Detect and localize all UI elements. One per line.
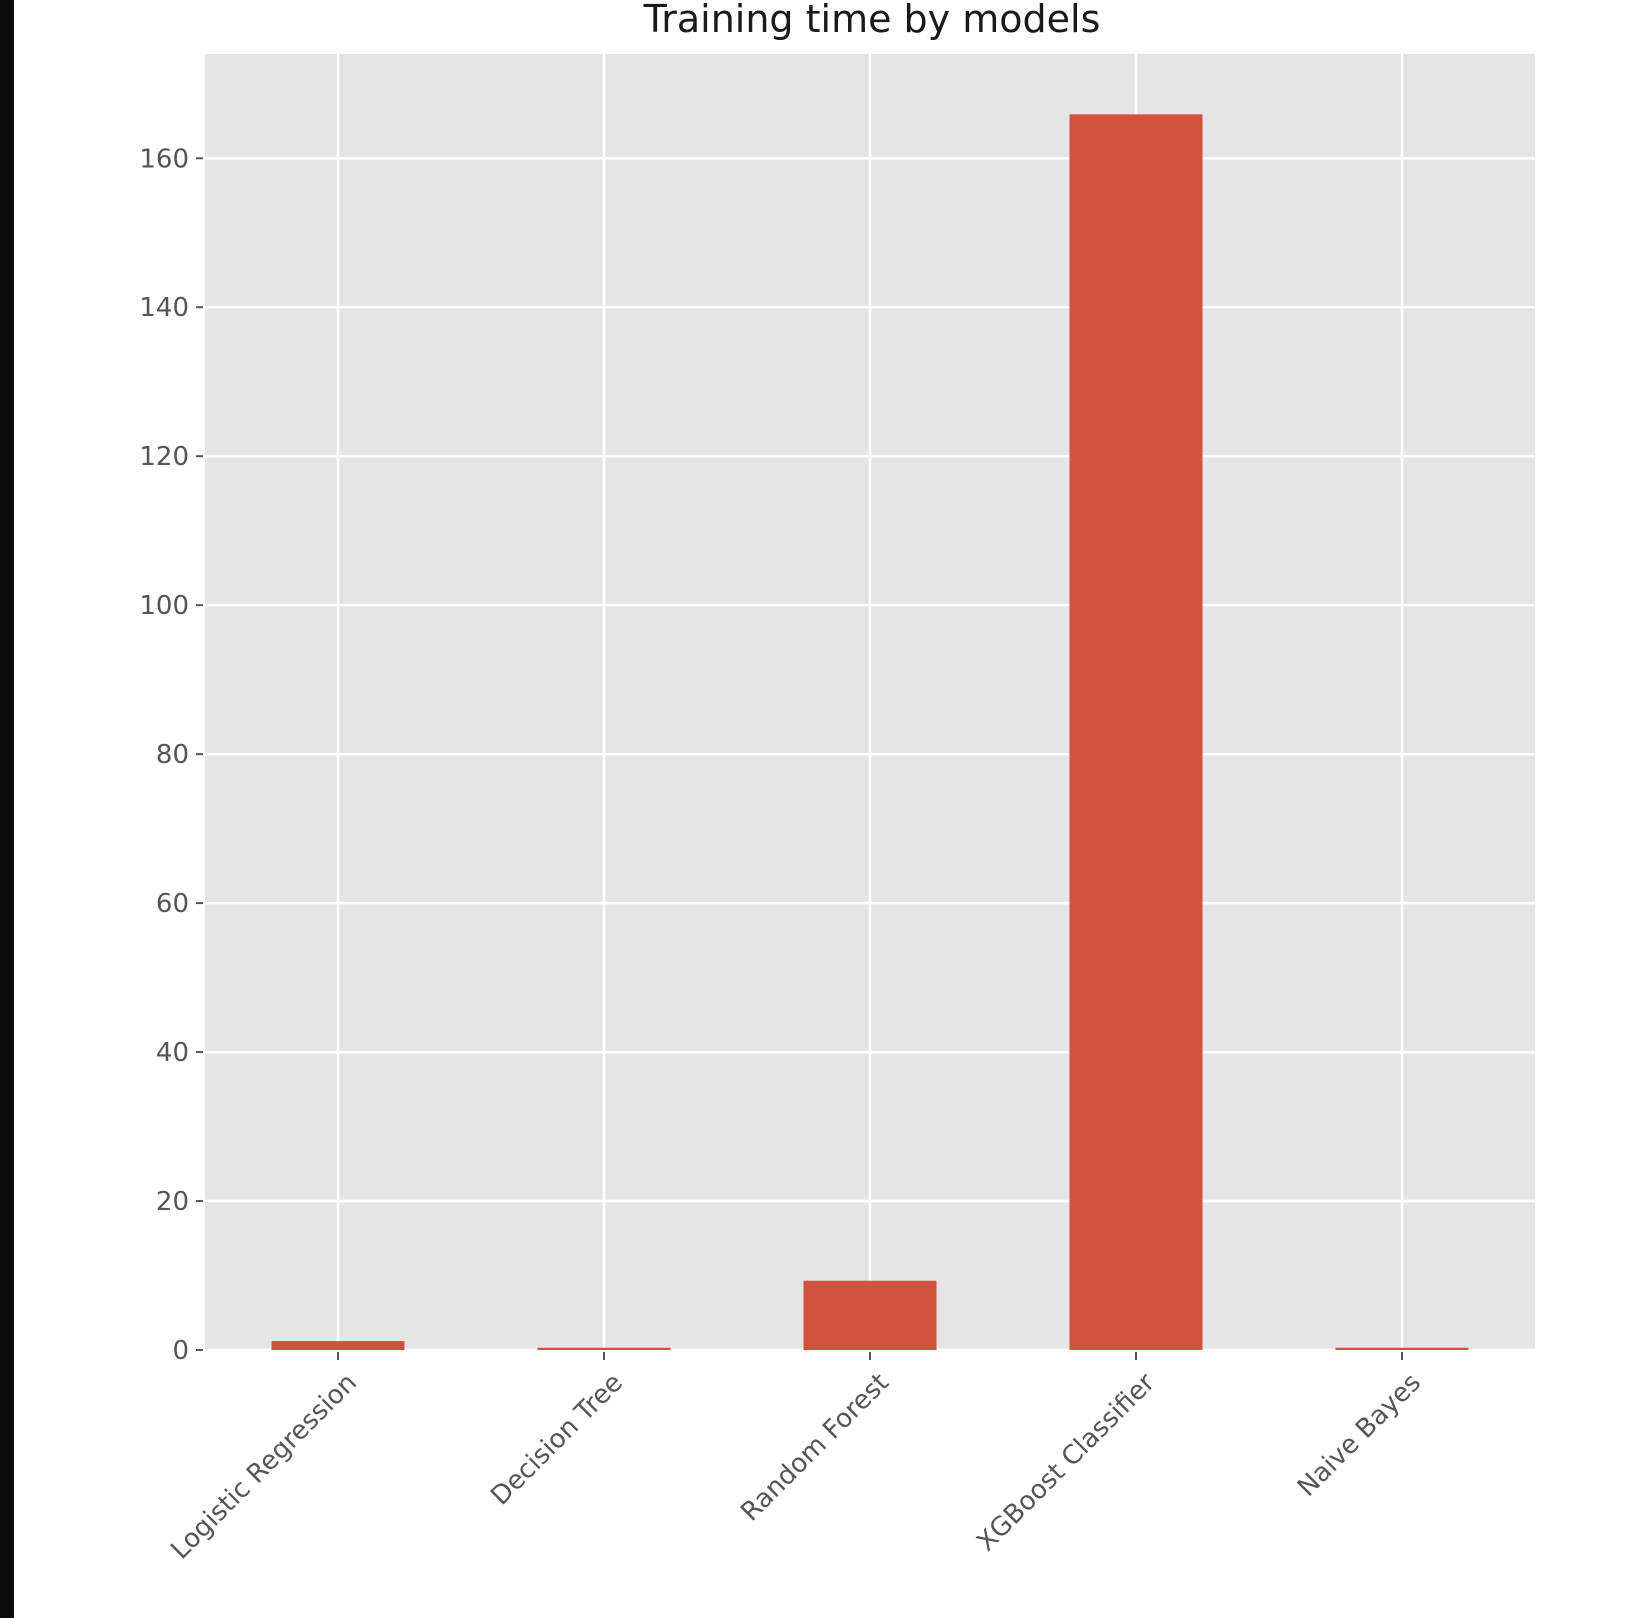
y-tick-label: 60 xyxy=(156,889,189,919)
y-tick-label: 120 xyxy=(139,442,189,472)
bar-xgboost-classifier xyxy=(1069,114,1203,1350)
x-tick-label: Naive Bayes xyxy=(1292,1368,1427,1503)
bar-decision-tree xyxy=(537,1347,671,1350)
x-tick-label: Logistic Regression xyxy=(165,1368,363,1566)
bar-naive-bayes xyxy=(1335,1347,1469,1350)
x-tick-label: Random Forest xyxy=(735,1368,895,1528)
x-tick-label: XGBoost Classifier xyxy=(971,1368,1161,1558)
y-tick-label: 0 xyxy=(172,1336,189,1366)
left-edge-strip xyxy=(0,0,14,1618)
y-axis-ticks: 0 20 40 60 80 100 120 140 160 xyxy=(139,144,203,1366)
y-tick-label: 160 xyxy=(139,144,189,174)
bar-random-forest xyxy=(803,1280,937,1350)
y-tick-label: 20 xyxy=(156,1187,189,1217)
chart-title: Training time by models xyxy=(643,0,1101,41)
bar-logistic-regression xyxy=(271,1341,405,1350)
bars xyxy=(271,114,1469,1350)
y-tick-label: 140 xyxy=(139,293,189,323)
y-tick-label: 80 xyxy=(156,740,189,770)
y-tick-label: 40 xyxy=(156,1038,189,1068)
x-tick-label: Decision Tree xyxy=(485,1368,629,1512)
y-tick-label: 100 xyxy=(139,591,189,621)
x-axis-ticks: Logistic Regression Decision Tree Random F… xyxy=(165,1352,1427,1565)
